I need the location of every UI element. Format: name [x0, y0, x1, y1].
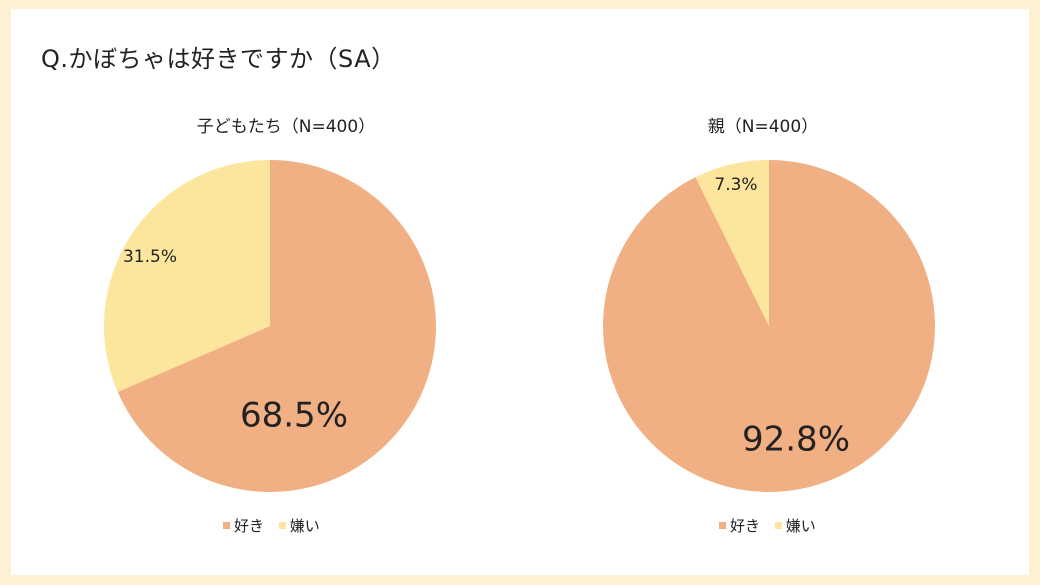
legend-item-dislike: 嫌い [278, 515, 320, 536]
legend-label-dislike: 嫌い [785, 517, 816, 535]
data-label-dislike: 31.5% [123, 247, 177, 267]
legend-label-dislike: 嫌い [289, 517, 320, 535]
legend-item-like: 好き [719, 515, 760, 536]
legend-swatch-like [719, 522, 726, 529]
legend-swatch-like [223, 522, 230, 529]
data-label-like: 92.8% [742, 420, 850, 460]
pie-title-children: 子どもたち（N=400） [196, 117, 376, 137]
legend-swatch-dislike [774, 522, 782, 529]
legend-swatch-dislike [278, 522, 286, 529]
data-label-dislike: 7.3% [714, 175, 757, 195]
pie-slice-dislike [104, 160, 271, 392]
legend-children: 好き 嫌い [223, 515, 423, 536]
pie-slice-like [117, 160, 437, 493]
data-label-like: 68.5% [240, 396, 348, 436]
page-title: Q.かぼちゃは好きですか（SA） [41, 45, 396, 73]
chart-panel: Q.かぼちゃは好きですか（SA） 子どもたち（N=400） 68.5% 31.5%… [11, 9, 1029, 575]
pie-svg-parents: 92.8% 7.3% [603, 160, 935, 493]
pie-slice-dislike [695, 160, 769, 326]
pie-svg-children: 68.5% 31.5% [104, 160, 437, 493]
legend-parents: 好き 嫌い [719, 515, 919, 536]
legend-label-like: 好き [234, 517, 265, 535]
pie-chart-children: 子どもたち（N=400） 68.5% 31.5% 好き 嫌い [11, 9, 511, 575]
legend-item-dislike: 嫌い [774, 515, 816, 536]
legend-label-like: 好き [730, 517, 761, 535]
pie-chart-parents: 親（N=400） 92.8% 7.3% 好き 嫌い [511, 9, 1011, 575]
pie-title-parents: 親（N=400） [707, 117, 819, 137]
legend-item-like: 好き [223, 515, 264, 536]
